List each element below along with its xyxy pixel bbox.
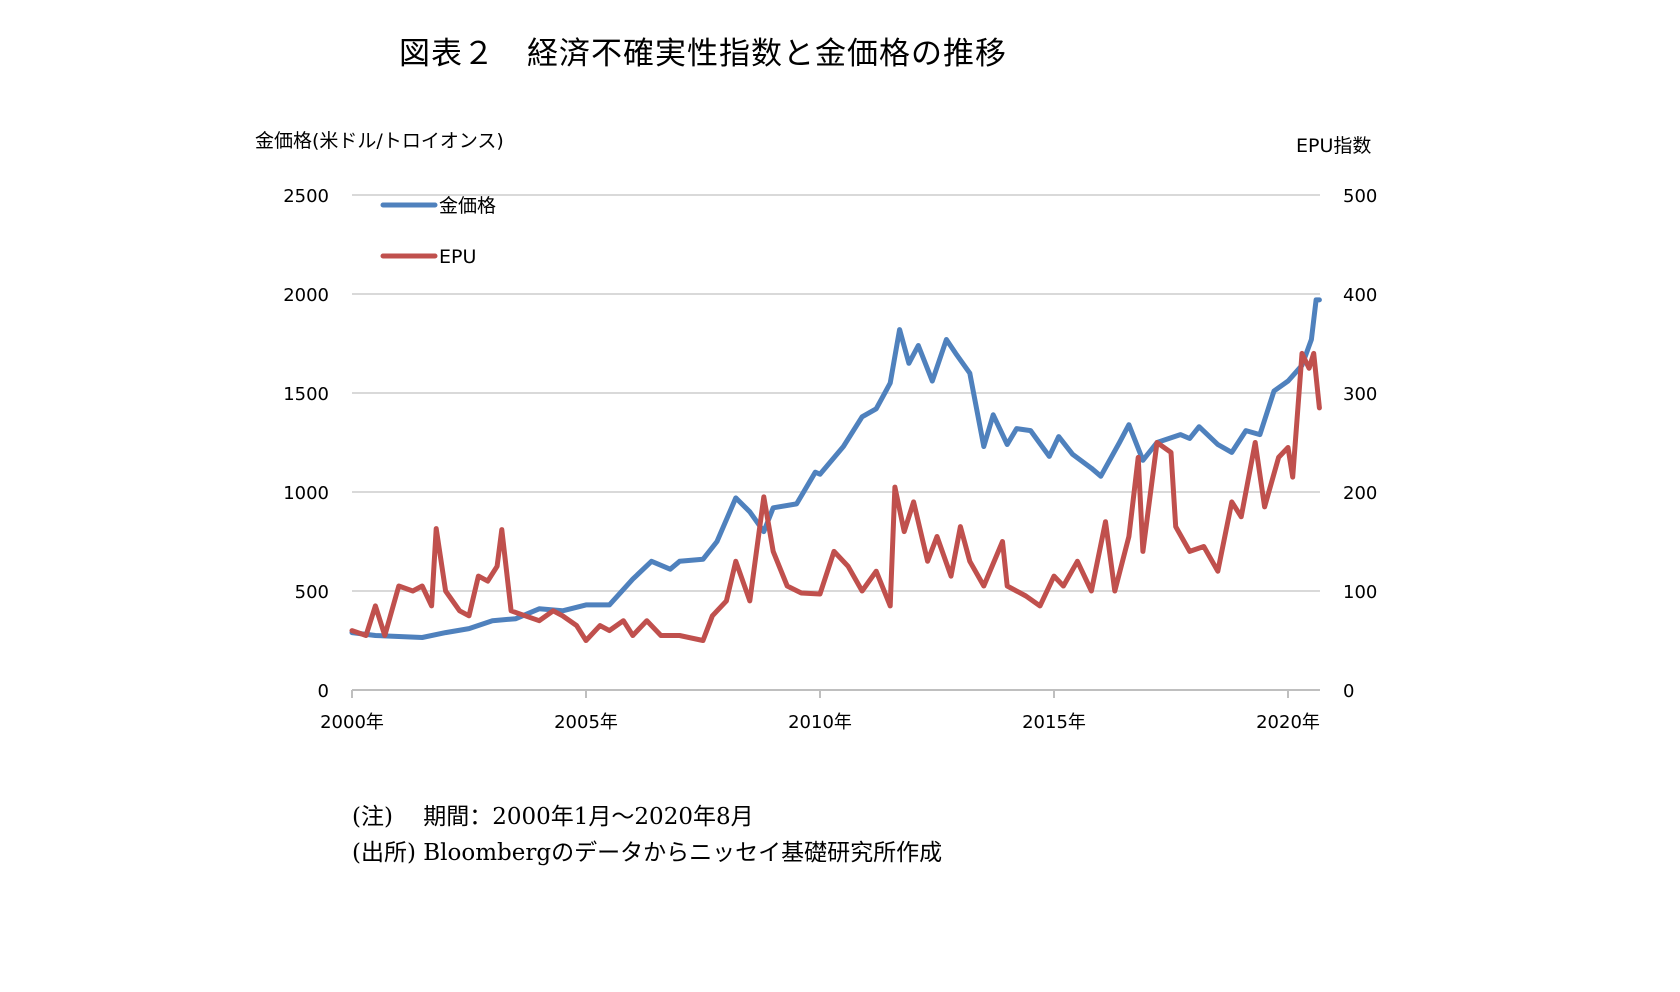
x-tick-label: 2020年: [1256, 712, 1320, 733]
left-tick-label: 2000: [283, 285, 329, 306]
legend-label: 金価格: [439, 195, 496, 217]
right-axis-label: EPU指数: [1296, 135, 1372, 157]
chart-title: 図表２ 経済不確実性指数と金価格の推移: [399, 36, 1007, 72]
right-tick-label: 100: [1343, 582, 1377, 603]
note-period: (注) 期間：2000年1月～2020年8月: [352, 804, 754, 830]
series-line-epu: [349, 350, 1322, 643]
legend-label: EPU: [439, 246, 476, 268]
right-tick-label: 0: [1343, 681, 1354, 702]
x-tick-label: 2005年: [554, 712, 618, 733]
left-tick-label: 1500: [283, 384, 329, 405]
x-tick-label: 2010年: [788, 712, 852, 733]
right-tick-label: 500: [1343, 186, 1377, 207]
note-source: (出所) Bloombergのデータからニッセイ基礎研究所作成: [352, 840, 943, 866]
right-tick-label: 400: [1343, 285, 1377, 306]
left-tick-label: 2500: [283, 186, 329, 207]
left-tick-label: 500: [295, 582, 329, 603]
right-tick-label: 200: [1343, 483, 1377, 504]
right-tick-label: 300: [1343, 384, 1377, 405]
left-axis-label: 金価格(米ドル/トロイオンス): [255, 130, 504, 152]
left-tick-label: 1000: [283, 483, 329, 504]
x-tick-label: 2000年: [320, 712, 384, 733]
series-line-gold-price: [349, 297, 1322, 640]
x-tick-label: 2015年: [1022, 712, 1086, 733]
left-tick-label: 0: [318, 681, 329, 702]
